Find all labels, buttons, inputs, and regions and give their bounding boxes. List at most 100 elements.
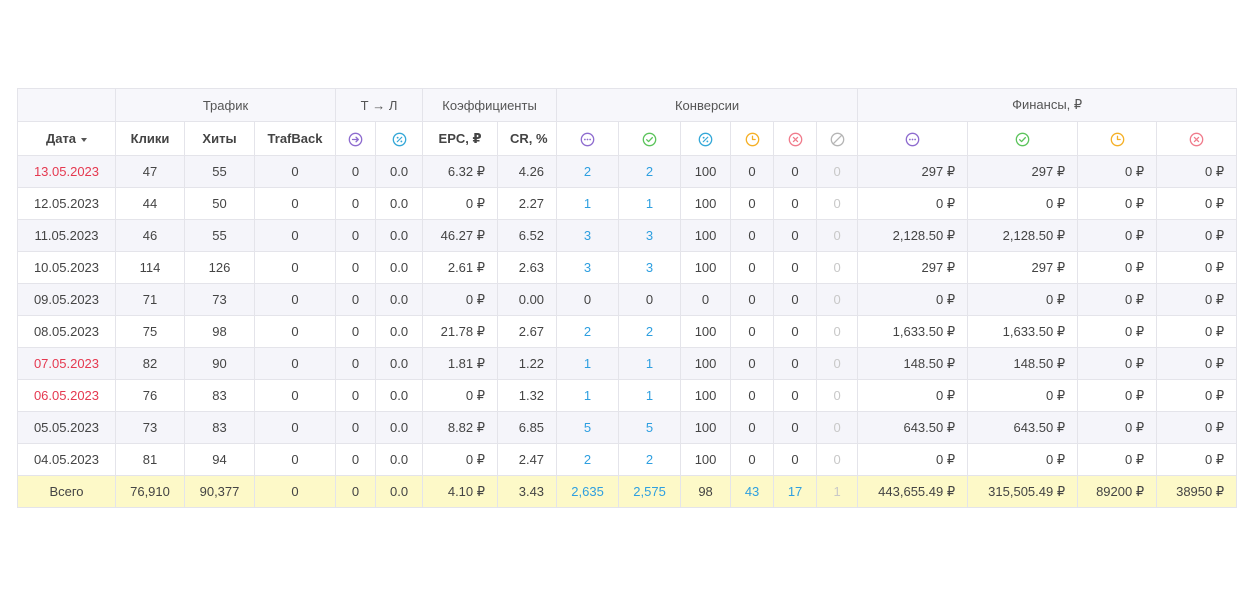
tl-percent-column-header[interactable]: [375, 121, 424, 156]
conv-approved-cell[interactable]: 2,575: [618, 475, 682, 508]
trafback-cell: 0: [253, 443, 337, 476]
cr-cell: 1.22: [497, 347, 558, 380]
fin-hold-cell: 0 ₽: [1077, 411, 1158, 444]
fin-pending-cell: 1,633.50 ₽: [857, 315, 969, 348]
hits-cell: 50: [184, 187, 255, 220]
tl-percent-cell: 0.0: [375, 155, 424, 188]
hits-column-header[interactable]: Хиты: [184, 121, 255, 156]
conv-approved-cell[interactable]: 2: [618, 315, 682, 348]
conv-pending-cell[interactable]: 2: [556, 443, 620, 476]
conv-rejected-cell: 0: [773, 347, 818, 380]
clicks-cell: 82: [115, 347, 185, 380]
cr-cell: 1.32: [497, 379, 558, 412]
hits-cell: 83: [184, 411, 255, 444]
clicks-column-header[interactable]: Клики: [115, 121, 185, 156]
epc-cell: 6.32 ₽: [422, 155, 499, 188]
conv-hold-cell: 0: [730, 411, 775, 444]
conv-approved-cell[interactable]: 3: [618, 219, 682, 252]
conv-pending-cell[interactable]: 1: [556, 379, 620, 412]
hits-cell: 90: [184, 347, 255, 380]
conv-approved-cell[interactable]: 1: [618, 187, 682, 220]
epc-cell: 8.82 ₽: [422, 411, 499, 444]
conv-rejected-column-header[interactable]: [773, 121, 818, 156]
fin-approved-cell: 0 ₽: [967, 283, 1079, 316]
conv-pending-cell[interactable]: 1: [556, 347, 620, 380]
fin-rejected-cell: 0 ₽: [1156, 187, 1238, 220]
conv-approved-column-header[interactable]: [618, 121, 682, 156]
total-row: Всего 76,910 90,377 0 0 0.0 4.10 ₽3.43 2,635 2,5…: [17, 475, 1238, 508]
conv-pending-column-header[interactable]: [556, 121, 620, 156]
cr-cell: 2.27: [497, 187, 558, 220]
rejected-x-icon: [1189, 132, 1204, 146]
conv-pending-cell[interactable]: 3: [556, 219, 620, 252]
conv-rejected-cell: 0: [773, 379, 818, 412]
conv-hold-cell: 0: [730, 219, 775, 252]
epc-column-header[interactable]: EPC, ₽: [422, 121, 499, 156]
fin-pending-cell: 0 ₽: [857, 187, 969, 220]
tl-arrow-column-header[interactable]: [335, 121, 377, 156]
date-cell: 10.05.2023: [17, 251, 116, 284]
trafback-cell: 0: [253, 155, 337, 188]
trafback-cell: 0: [253, 475, 337, 508]
conv-hold-cell: 0: [730, 315, 775, 348]
conv-pending-cell[interactable]: 5: [556, 411, 620, 444]
conv-rejected-cell: 0: [773, 443, 818, 476]
conv-hold-cell: 0: [730, 443, 775, 476]
conv-rejected-cell: 0: [773, 155, 818, 188]
conv-pending-cell[interactable]: 1: [556, 187, 620, 220]
table-row: 10.05.2023 114 126 0 0 0.0 2.61 ₽2.63 3 3 100 0 0 0 2…: [17, 251, 1238, 284]
conv-trash-cell: 0: [816, 379, 859, 412]
column-header-row: Дата Клики Хиты TrafBack EPC, ₽ CR, %: [17, 121, 1238, 156]
fin-approved-cell: 1,633.50 ₽: [967, 315, 1079, 348]
conv-pending-cell[interactable]: 2: [556, 315, 620, 348]
fin-hold-column-header[interactable]: [1077, 121, 1158, 156]
fin-pending-column-header[interactable]: [857, 121, 969, 156]
tl-count-cell: 0: [335, 251, 377, 284]
epc-cell: 0 ₽: [422, 443, 499, 476]
conv-approved-cell[interactable]: 1: [618, 347, 682, 380]
conv-approved-cell[interactable]: 5: [618, 411, 682, 444]
conv-hold-cell: 0: [730, 187, 775, 220]
fin-pending-cell: 0 ₽: [857, 443, 969, 476]
conv-hold-cell[interactable]: 43: [730, 475, 775, 508]
epc-cell: 0 ₽: [422, 283, 499, 316]
clicks-cell: 76,910: [115, 475, 185, 508]
conv-trash-column-header[interactable]: [816, 121, 859, 156]
conv-approved-cell[interactable]: 2: [618, 155, 682, 188]
fin-approved-column-header[interactable]: [967, 121, 1079, 156]
conv-pending-cell[interactable]: 2,635: [556, 475, 620, 508]
trafback-cell: 0: [253, 283, 337, 316]
conv-trash-cell: 0: [816, 347, 859, 380]
table-row: 06.05.2023 76 83 0 0 0.0 0 ₽1.32 1 1 100 0 0 0 0 ₽0 ₽…: [17, 379, 1238, 412]
clicks-cell: 46: [115, 219, 185, 252]
fin-rejected-column-header[interactable]: [1156, 121, 1238, 156]
conv-approved-cell[interactable]: 1: [618, 379, 682, 412]
cr-column-header[interactable]: CR, %: [497, 121, 558, 156]
conv-pending-cell: 0: [556, 283, 620, 316]
conv-trash-cell: 0: [816, 155, 859, 188]
conv-pending-cell[interactable]: 2: [556, 155, 620, 188]
conv-approved-cell[interactable]: 3: [618, 251, 682, 284]
conv-hold-column-header[interactable]: [730, 121, 775, 156]
conv-trash-cell[interactable]: 1: [816, 475, 859, 508]
statistics-table-container: Трафик Т → Л Коэффициенты Конверсии Фина…: [17, 88, 1238, 508]
date-column-header[interactable]: Дата: [17, 121, 116, 156]
conv-rejected-cell[interactable]: 17: [773, 475, 818, 508]
conv-percent-cell: 100: [680, 219, 732, 252]
conv-approved-cell[interactable]: 2: [618, 443, 682, 476]
conv-percent-cell: 98: [680, 475, 732, 508]
fin-rejected-cell: 0 ₽: [1156, 283, 1238, 316]
tl-count-cell: 0: [335, 315, 377, 348]
cr-cell: 6.52: [497, 219, 558, 252]
trafback-cell: 0: [253, 347, 337, 380]
clicks-cell: 44: [115, 187, 185, 220]
conv-pending-cell[interactable]: 3: [556, 251, 620, 284]
clicks-cell: 75: [115, 315, 185, 348]
conv-hold-cell: 0: [730, 379, 775, 412]
conv-percent-column-header[interactable]: [680, 121, 732, 156]
conv-rejected-cell: 0: [773, 219, 818, 252]
fin-approved-cell: 297 ₽: [967, 155, 1079, 188]
trafback-column-header[interactable]: TrafBack: [253, 121, 337, 156]
fin-approved-cell: 297 ₽: [967, 251, 1079, 284]
hits-cell: 73: [184, 283, 255, 316]
